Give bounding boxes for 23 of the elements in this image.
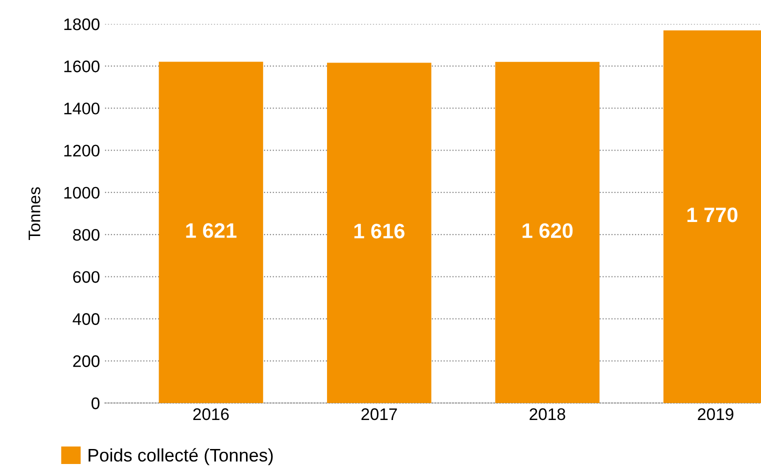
y-tick-label: 600 (73, 271, 100, 283)
y-tick-label: 1400 (64, 102, 100, 114)
x-tick-label: 2019 (698, 408, 734, 420)
y-tick-label: 1600 (64, 60, 100, 72)
y-tick-label: 200 (73, 355, 100, 368)
y-tick-label: 0 (92, 397, 100, 410)
y-tick-label: 1800 (64, 18, 100, 30)
y-axis-title: Tonnes (28, 187, 40, 240)
bar (495, 62, 600, 403)
data-label: 1 770 (687, 208, 738, 222)
bar (158, 62, 264, 403)
data-label: 1 616 (354, 224, 404, 238)
y-tick-label: 400 (72, 313, 100, 325)
bar (327, 62, 432, 403)
x-tick-label: 2016 (193, 408, 229, 420)
y-tick-label: 1200 (64, 144, 100, 157)
x-tick-label: 2018 (530, 408, 566, 420)
y-tick-label: 1000 (64, 186, 100, 199)
y-tick-label: 800 (73, 228, 100, 241)
data-label: 1 620 (522, 223, 573, 238)
legend-label: Poids collecté (Tonnes) (88, 448, 273, 466)
x-tick-label: 2017 (361, 408, 397, 420)
data-label: 1 621 (186, 223, 236, 238)
